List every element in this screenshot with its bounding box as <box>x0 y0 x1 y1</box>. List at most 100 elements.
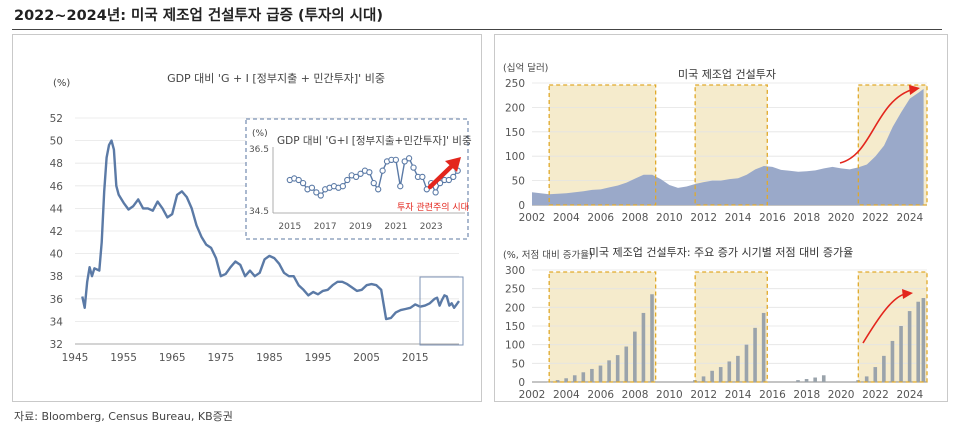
right-chart-panel: (십억 달러) 미국 제조업 건설투자 250 200 150 100 50 0 2002… <box>494 34 948 402</box>
growth-bar <box>804 379 809 382</box>
growth-bar <box>899 326 903 382</box>
gdp-share-line <box>81 139 460 321</box>
highlight-border <box>694 271 768 383</box>
inset-point <box>436 179 444 187</box>
x-tick-label: 2006 <box>587 389 614 401</box>
y-tick-label: 50 <box>50 136 63 148</box>
x-tick-label: 2004 <box>553 212 580 224</box>
inset-point <box>392 156 400 163</box>
growth-bar <box>564 378 568 382</box>
bottom-chart-title: 미국 제조업 건설투자: 주요 증가 시기별 저점 대비 증가율 <box>589 246 853 259</box>
x-tick-label: 2015 <box>402 352 429 364</box>
inset-x-tick: 2023 <box>420 222 443 232</box>
inset-point <box>405 155 413 162</box>
growth-bar <box>761 312 766 382</box>
x-tick-label: 2016 <box>759 389 786 401</box>
inset-point <box>344 176 351 184</box>
growth-bar <box>813 377 817 382</box>
y-tick-label: 32 <box>50 339 63 351</box>
y-tick-label: 150 <box>505 127 525 139</box>
growth-bar <box>744 344 749 382</box>
inset-point <box>370 179 377 187</box>
inset-point <box>317 192 324 199</box>
inset-arrow-head <box>445 157 461 172</box>
inset-point <box>450 173 457 181</box>
x-tick-label: 2018 <box>793 389 820 401</box>
x-tick-label: 2022 <box>862 212 889 224</box>
x-tick-label: 2014 <box>725 389 752 401</box>
y-tick-label: 52 <box>50 113 63 125</box>
inset-point <box>397 183 404 190</box>
highlight-border <box>694 84 768 206</box>
growth-bar <box>624 346 629 382</box>
y-tick-label: 40 <box>50 249 63 261</box>
inset-y-tick: 36.5 <box>249 145 269 155</box>
x-tick-label: 1995 <box>305 352 332 364</box>
y-tick-label: 46 <box>50 181 64 193</box>
inset-x-tick: 2021 <box>384 222 407 232</box>
x-tick-label: 2020 <box>828 212 855 224</box>
y-tick-label: 250 <box>505 284 525 296</box>
growth-bar <box>736 355 740 382</box>
growth-bar <box>641 312 646 382</box>
y-tick-label: 50 <box>512 176 525 188</box>
top-chart-trend-arrow <box>839 88 915 164</box>
growth-bar <box>864 376 869 382</box>
inset-point <box>375 186 382 193</box>
growth-bar <box>555 380 560 382</box>
inset-point <box>379 167 386 174</box>
inset-point <box>352 173 360 181</box>
growth-bar <box>907 311 912 382</box>
inset-point <box>299 179 307 187</box>
inset-y-label: (%) <box>252 129 268 139</box>
inset-point <box>339 183 346 190</box>
x-tick-label: 2008 <box>622 389 649 401</box>
y-tick-label: 200 <box>505 302 525 314</box>
y-tick-label: 42 <box>50 226 63 238</box>
x-tick-label: 1955 <box>110 352 137 364</box>
inset-x-tick: 2019 <box>349 222 372 232</box>
growth-bar <box>727 361 732 382</box>
x-tick-label: 1985 <box>256 352 283 364</box>
top-chart-y-label: (십억 달러) <box>503 62 548 74</box>
bottom-chart-trend-arrow <box>862 293 906 344</box>
x-tick-label: 2002 <box>519 212 546 224</box>
inset-y-tick: 34.5 <box>249 207 269 217</box>
inset-point <box>357 170 364 177</box>
growth-bar <box>916 301 921 382</box>
highlight-border <box>857 84 928 206</box>
inset-x-tick: 2015 <box>278 222 301 232</box>
top-chart-arrow-head <box>909 85 920 95</box>
growth-bar <box>633 331 637 382</box>
x-tick-label: 2010 <box>656 389 683 401</box>
x-tick-label: 2010 <box>656 212 683 224</box>
growth-bar <box>718 367 723 382</box>
growth-bar <box>921 298 926 382</box>
y-axis-label: (%) <box>53 78 70 89</box>
inset-point <box>308 184 316 191</box>
y-tick-label: 200 <box>505 102 525 114</box>
growth-bar <box>890 340 895 382</box>
inset-point <box>295 176 302 184</box>
construction-spending-area <box>532 88 924 205</box>
inset-point <box>401 158 408 165</box>
growth-bar <box>590 368 594 382</box>
page-title: 2022~2024년: 미국 제조업 건설투자 급증 (투자의 시대) <box>14 8 383 24</box>
highlight-border <box>548 271 657 383</box>
growth-bar <box>572 375 577 382</box>
x-tick-label: 2014 <box>725 212 752 224</box>
y-tick-label: 150 <box>505 321 525 333</box>
gdp-share-chart: GDP 대비 'G + I [정부지출 + 민간투자]' 비중 (%) 52 50… <box>50 72 472 364</box>
x-tick-label: 2020 <box>828 389 855 401</box>
growth-bar <box>796 380 800 382</box>
x-tick-label: 2012 <box>690 212 717 224</box>
inset-point <box>419 173 426 181</box>
inset-annotation: 투자 관련주의 시대 <box>397 202 469 213</box>
x-tick-label: 2005 <box>353 352 380 364</box>
x-tick-label: 2006 <box>587 212 614 224</box>
inset-point <box>410 164 417 171</box>
y-tick-label: 34 <box>50 316 64 328</box>
x-tick-label: 2024 <box>896 389 923 401</box>
x-tick-label: 2022 <box>862 389 889 401</box>
